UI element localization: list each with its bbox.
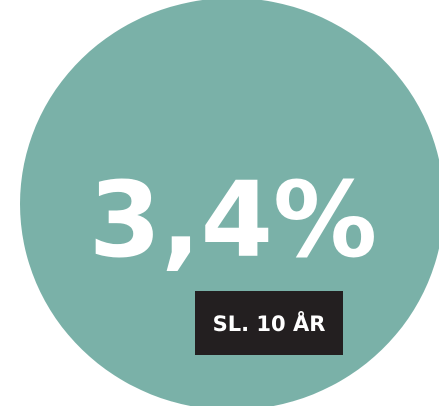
label: SL. 10 ÅR: [213, 311, 326, 336]
label-box: [195, 291, 343, 355]
headline: 3,4%: [89, 159, 377, 281]
